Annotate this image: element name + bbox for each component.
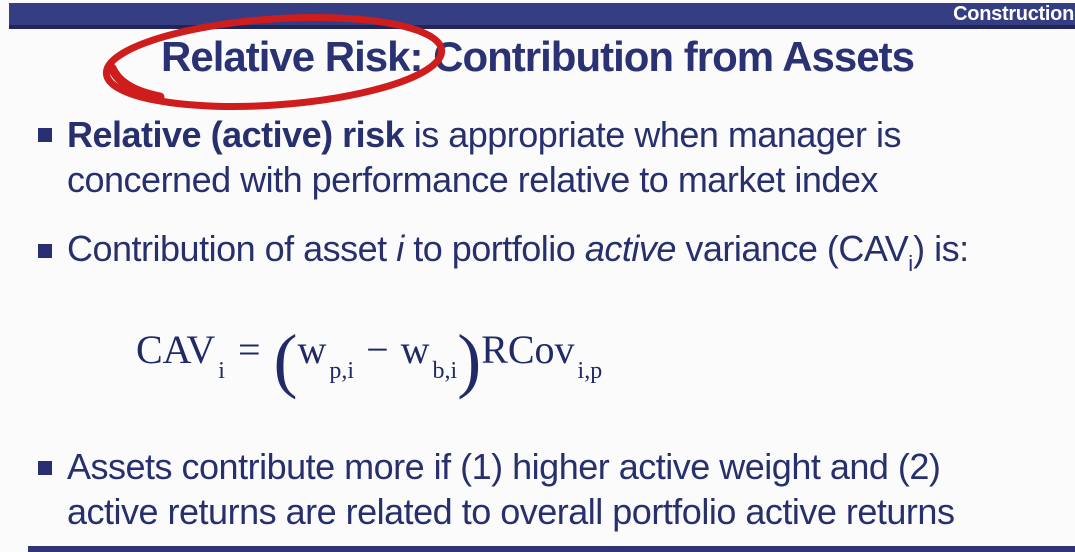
- formula-w-portfolio: w: [297, 327, 327, 372]
- bullet-3-line-2: active returns are related to overall po…: [67, 491, 955, 532]
- bullet-2-italic-active: active: [584, 228, 677, 269]
- bullet-marker: [38, 128, 52, 142]
- bullet-2-italic-i: i: [396, 228, 404, 269]
- formula-right-paren: ): [457, 320, 482, 400]
- footer-bar: [28, 546, 1075, 552]
- bullet-2-subscript: i: [908, 251, 914, 276]
- formula-left-paren: (: [273, 320, 298, 400]
- formula-w-benchmark-sub: b,i: [432, 358, 458, 384]
- formula-equals: =: [237, 327, 261, 372]
- bullet-3: Assets contribute more if (1) higher act…: [67, 444, 955, 534]
- bullet-1-bold-text: Relative (active) risk: [67, 114, 405, 155]
- formula-w-portfolio-sub: p,i: [329, 358, 355, 384]
- page-title: Relative Risk: Contribution from Assets: [161, 33, 915, 80]
- formula-w-benchmark: w: [400, 327, 430, 372]
- bullet-1-line-1: Relative (active) risk is appropriate wh…: [67, 112, 901, 157]
- bullet-marker: [38, 244, 52, 258]
- bullet-2-seg-2: to portfolio: [403, 228, 585, 269]
- bullet-1-line-2: concerned with performance relative to m…: [67, 159, 878, 200]
- formula-cav: CAV: [136, 327, 216, 372]
- bullet-1-rest-text: is appropriate when manager is: [404, 114, 902, 155]
- formula-minus: −: [366, 327, 389, 372]
- bullet-1: Relative (active) risk is appropriate wh…: [67, 112, 901, 202]
- formula-rcov: RCov: [481, 327, 575, 372]
- cav-formula: CAV i = (w p,i − w b,i)RCov i,p: [136, 308, 603, 400]
- header-label: Construction: [953, 3, 1074, 25]
- bullet-marker: [38, 461, 52, 475]
- bullet-3-line-1: Assets contribute more if (1) higher act…: [67, 446, 941, 487]
- bullet-2-seg-3: variance (CAV: [675, 228, 909, 269]
- bullet-2: Contribution of asset i to portfolio act…: [67, 226, 969, 286]
- bullet-2-seg-1: Contribution of asset: [67, 228, 397, 269]
- formula-cav-sub: i: [218, 358, 225, 384]
- formula-rcov-sub: i,p: [577, 358, 603, 384]
- header-bar: Construction: [9, 3, 1075, 29]
- bullet-2-seg-4: ) is:: [913, 228, 969, 269]
